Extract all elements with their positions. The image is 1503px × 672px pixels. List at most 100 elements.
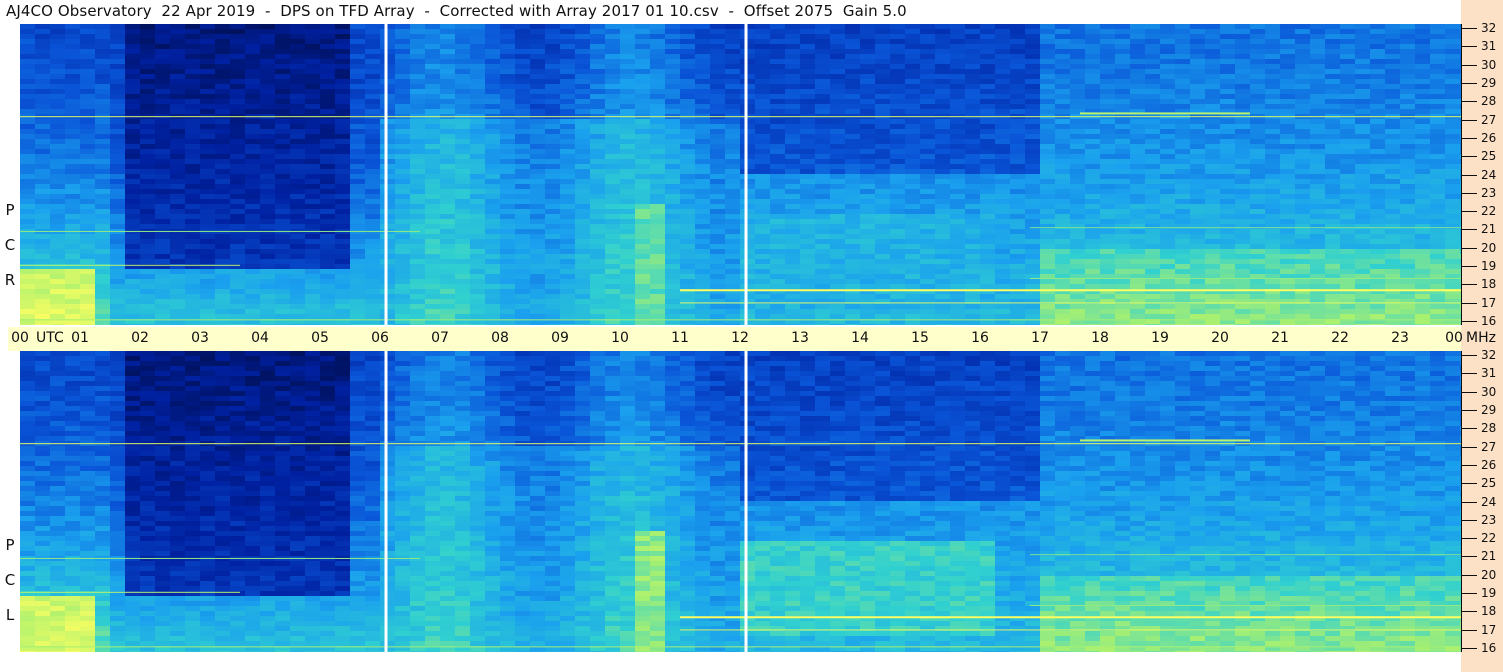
heatmap-cell — [260, 224, 276, 230]
heatmap-cell — [1055, 134, 1071, 140]
heatmap-cell — [695, 54, 711, 60]
heatmap-cell — [845, 289, 861, 295]
heatmap-cell — [1115, 289, 1131, 295]
heatmap-cell — [65, 274, 81, 280]
heatmap-cell — [560, 214, 576, 220]
heatmap-cell — [275, 319, 291, 325]
heatmap-cell — [1190, 144, 1206, 150]
heatmap-cell — [335, 304, 351, 310]
heatmap-cell — [935, 134, 951, 140]
heatmap-cell — [740, 209, 756, 215]
heatmap-cell — [710, 234, 726, 240]
heatmap-cell — [845, 309, 861, 315]
heatmap-cell — [140, 89, 156, 95]
heatmap-cell — [830, 94, 846, 100]
heatmap-cell — [350, 189, 366, 195]
heatmap-cell — [515, 314, 531, 320]
heatmap-cell — [1085, 199, 1101, 205]
heatmap-cell — [545, 134, 561, 140]
heatmap-cell — [65, 94, 81, 100]
heatmap-cell — [65, 44, 81, 50]
heatmap-cell — [620, 279, 636, 285]
heatmap-cell — [1040, 69, 1056, 75]
heatmap-cell — [215, 84, 231, 90]
heatmap-cell — [140, 94, 156, 100]
heatmap-cell — [125, 164, 141, 170]
heatmap-cell — [1085, 309, 1101, 315]
heatmap-cell — [530, 79, 546, 85]
heatmap-cell — [1220, 109, 1236, 115]
heatmap-cell — [545, 54, 561, 60]
heatmap-cell — [410, 44, 426, 50]
heatmap-cell — [965, 324, 981, 325]
heatmap-cell — [740, 274, 756, 280]
heatmap-cell — [860, 249, 876, 255]
heatmap-cell — [395, 279, 411, 285]
heatmap-cell — [275, 104, 291, 110]
heatmap-cell — [755, 104, 771, 110]
heatmap-cell — [65, 129, 81, 135]
heatmap-cell — [200, 29, 216, 35]
heatmap-cell — [110, 204, 126, 210]
heatmap-cell — [830, 69, 846, 75]
heatmap-cell — [335, 54, 351, 60]
heatmap-cell — [380, 304, 396, 310]
heatmap-cell — [530, 264, 546, 270]
heatmap-cell — [380, 269, 396, 275]
heatmap-cell — [980, 259, 996, 265]
heatmap-cell — [65, 189, 81, 195]
heatmap-cell — [665, 139, 681, 145]
heatmap-cell — [785, 99, 801, 105]
heatmap-cell — [80, 154, 96, 160]
heatmap-cell — [800, 274, 816, 280]
heatmap-cell — [935, 314, 951, 320]
heatmap-cell — [290, 264, 306, 270]
heatmap-cell — [410, 249, 426, 255]
heatmap-cell — [575, 219, 591, 225]
heatmap-cell — [1085, 159, 1101, 165]
heatmap-cell — [140, 54, 156, 60]
heatmap-cell — [380, 274, 396, 280]
heatmap-cell — [230, 224, 246, 230]
heatmap-cell — [440, 314, 456, 320]
heatmap-cell — [1145, 149, 1161, 155]
heatmap-cell — [815, 74, 831, 80]
heatmap-cell — [125, 264, 141, 270]
heatmap-cell — [995, 274, 1011, 280]
heatmap-cell — [740, 104, 756, 110]
heatmap-cell — [665, 189, 681, 195]
heatmap-cell — [455, 139, 471, 145]
heatmap-cell — [425, 229, 441, 235]
heatmap-cell — [710, 184, 726, 190]
heatmap-cell — [575, 79, 591, 85]
heatmap-cell — [590, 174, 606, 180]
heatmap-cell — [830, 29, 846, 35]
heatmap-cell — [605, 134, 621, 140]
heatmap-cell — [965, 49, 981, 55]
heatmap-cell — [1130, 44, 1146, 50]
heatmap-cell — [425, 149, 441, 155]
heatmap-cell — [935, 59, 951, 65]
heatmap-cell — [1085, 74, 1101, 80]
heatmap-cell — [395, 219, 411, 225]
heatmap-cell — [800, 59, 816, 65]
heatmap-cell — [1115, 254, 1131, 260]
heatmap-cell — [695, 49, 711, 55]
heatmap-cell — [410, 304, 426, 310]
heatmap-cell — [590, 159, 606, 165]
heatmap-cell — [65, 144, 81, 150]
heatmap-cell — [380, 324, 396, 325]
heatmap-cell — [950, 74, 966, 80]
heatmap-cell — [1010, 84, 1026, 90]
heatmap-cell — [305, 164, 321, 170]
heatmap-cell — [890, 289, 906, 295]
heatmap-cell — [470, 44, 486, 50]
heatmap-cell — [470, 179, 486, 185]
heatmap-cell — [230, 84, 246, 90]
heatmap-cell — [290, 159, 306, 165]
heatmap-cell — [650, 294, 666, 300]
heatmap-cell — [575, 29, 591, 35]
heatmap-cell — [770, 59, 786, 65]
heatmap-cell — [1175, 274, 1191, 280]
heatmap-cell — [980, 279, 996, 285]
